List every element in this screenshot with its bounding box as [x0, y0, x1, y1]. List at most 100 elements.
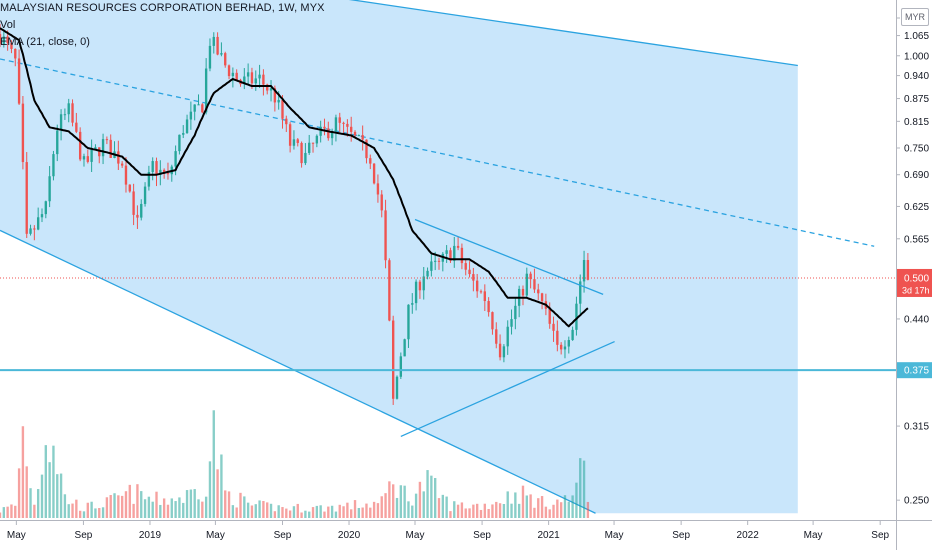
candle-body: [418, 281, 422, 291]
candle-body: [151, 161, 154, 173]
volume-bar: [193, 489, 196, 518]
candle-body: [506, 326, 509, 347]
candle-body: [189, 111, 193, 120]
volume-bar: [243, 496, 246, 518]
candle-body: [357, 135, 361, 137]
price-tick-label: 0.875: [904, 94, 929, 105]
volume-bar: [544, 506, 548, 518]
candle-body: [6, 36, 9, 43]
candle-body: [288, 124, 292, 146]
symbol-title[interactable]: MALAYSIAN RESOURCES CORPORATION BERHAD, …: [0, 2, 325, 14]
volume-bar: [227, 491, 231, 518]
volume-bar: [556, 499, 559, 518]
volume-bar: [48, 462, 51, 518]
volume-bar: [403, 485, 406, 518]
volume-bar: [342, 506, 345, 518]
ema-legend[interactable]: EMA (21, close, 0): [0, 36, 90, 48]
candle-body: [388, 260, 391, 321]
volume-bar: [220, 454, 223, 518]
candle-body: [159, 169, 162, 175]
volume-bar: [399, 485, 403, 518]
volume-bar: [323, 511, 326, 518]
volume-bar: [315, 505, 319, 518]
volume-bar: [281, 507, 284, 518]
candle-body: [304, 152, 307, 164]
candle-body: [491, 312, 494, 330]
volume-bar: [460, 502, 464, 518]
candle-body: [540, 293, 544, 302]
volume-legend[interactable]: Vol: [0, 19, 16, 31]
last-price-countdown: 3d 17h: [902, 285, 930, 295]
volume-bar: [369, 507, 372, 518]
volume-bar: [208, 461, 212, 518]
candle-body: [277, 99, 280, 103]
candle-body: [399, 356, 403, 377]
candle-body: [395, 376, 399, 399]
candle-body: [472, 274, 475, 281]
volume-bar: [430, 475, 433, 518]
candle-body: [162, 169, 166, 174]
volume-bar: [197, 499, 200, 518]
volume-bar: [285, 508, 288, 518]
volume-bar: [98, 508, 101, 518]
price-tick-label: 1.065: [904, 31, 929, 42]
volume-bar: [353, 500, 357, 518]
candle-body: [468, 269, 471, 275]
volume-bar: [475, 503, 479, 518]
candle-body: [346, 123, 349, 127]
time-tick-label: May: [206, 530, 225, 541]
candle-body: [201, 104, 204, 113]
candle-body: [292, 139, 296, 146]
volume-bar: [56, 474, 59, 518]
candle-body: [132, 191, 135, 215]
volume-bar: [388, 481, 391, 518]
candle-body: [460, 247, 464, 264]
volume-bar: [498, 503, 502, 518]
candle-body: [300, 142, 303, 164]
volume-bar: [479, 509, 483, 518]
candle-body: [330, 131, 334, 139]
volume-bar: [101, 507, 105, 518]
candle-body: [75, 122, 78, 132]
candle-body: [365, 139, 368, 159]
volume-bar: [178, 497, 181, 518]
volume-bar: [525, 495, 528, 518]
volume-bar: [90, 501, 93, 518]
candle-body: [323, 126, 326, 129]
volume-bar: [33, 504, 36, 518]
candle-body: [2, 36, 6, 44]
regression-channel-fill: [0, 0, 798, 514]
volume-bar: [86, 502, 89, 518]
candle-body: [204, 68, 208, 113]
currency-badge[interactable]: MYR: [901, 8, 929, 26]
candle-body: [25, 162, 28, 234]
candle-body: [48, 176, 51, 202]
candle-body: [178, 134, 181, 152]
volume-bar: [327, 506, 330, 518]
volume-bar: [521, 485, 525, 518]
volume-bar: [159, 504, 162, 518]
volume-bar: [269, 503, 273, 518]
candle-body: [281, 99, 284, 119]
candle-body: [0, 34, 2, 44]
candle-body: [437, 260, 441, 262]
price-tick-label: 0.565: [904, 234, 929, 245]
volume-bar: [445, 496, 448, 518]
candle-body: [567, 340, 570, 347]
price-tick-label: 0.440: [904, 314, 929, 325]
volume-bar: [14, 505, 17, 518]
candle-body: [227, 65, 231, 77]
volume-bar: [224, 490, 227, 518]
volume-bar: [357, 507, 361, 518]
price-tick-label: 0.940: [904, 71, 929, 82]
volume-bar: [502, 504, 506, 518]
candle-body: [533, 279, 536, 290]
volume-bar: [582, 460, 586, 518]
volume-bar: [456, 504, 460, 518]
volume-bar: [67, 504, 70, 518]
candle-body: [456, 245, 460, 248]
volume-bar: [71, 503, 74, 518]
candle-body: [361, 135, 364, 140]
